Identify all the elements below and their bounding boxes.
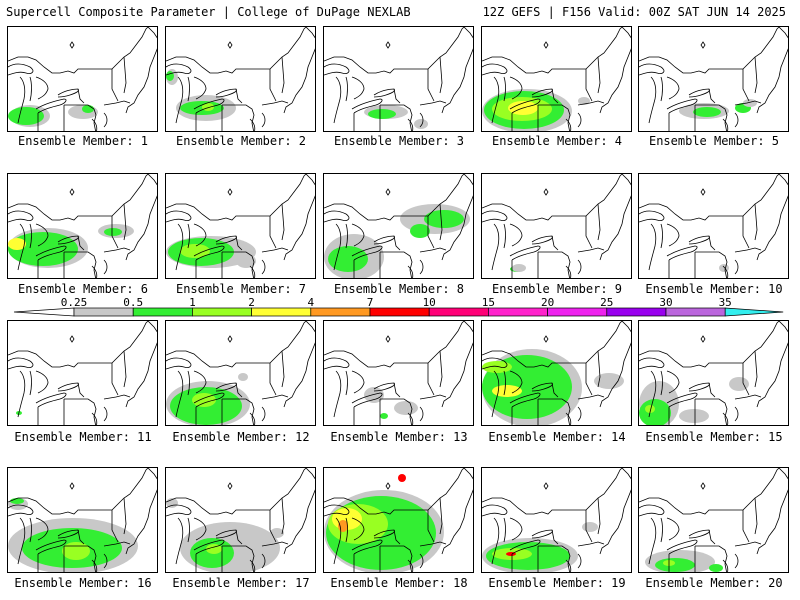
member-label: Ensemble Member: 16 [14, 576, 152, 590]
scp-field-blob [104, 228, 122, 236]
colorbar-segment [428, 307, 489, 317]
member-label: Ensemble Member: 3 [333, 134, 465, 148]
colorbar-right-arrow [724, 307, 784, 317]
member-label: Ensemble Member: 8 [333, 282, 465, 296]
member-label: Ensemble Member: 18 [330, 576, 468, 590]
scp-field-blob [180, 101, 224, 115]
member-label: Ensemble Member: 4 [491, 134, 623, 148]
scp-field-blob [482, 361, 512, 373]
colorbar-left-arrow [13, 307, 75, 317]
scp-field-blob [380, 413, 388, 419]
colorbar-segment [310, 307, 371, 317]
scp-field-blob [180, 244, 210, 258]
ensemble-panel-map [481, 320, 632, 426]
ensemble-panel-map [638, 467, 789, 573]
ensemble-panel-map [7, 320, 158, 426]
scp-field-blob [236, 254, 256, 268]
scp-field-blob [693, 107, 721, 117]
member-label: Ensemble Member: 2 [175, 134, 307, 148]
colorbar-tick-label: 7 [366, 296, 374, 309]
colorbar-segment [192, 307, 252, 317]
scp-field-blob [8, 238, 26, 250]
colorbar-tick-label: 20 [540, 296, 555, 309]
colorbar-tick-label: 0.5 [123, 296, 144, 309]
colorbar-tick-label: 10 [422, 296, 436, 309]
colorbar-segment [73, 307, 134, 317]
member-label: Ensemble Member: 12 [172, 430, 310, 444]
ensemble-panel-map [323, 467, 474, 573]
colorbar-tick-label: 30 [659, 296, 673, 309]
scp-field-blob [414, 119, 428, 129]
scp-field-blob [729, 377, 749, 391]
member-label: Ensemble Member: 9 [491, 282, 623, 296]
ensemble-panel-map [638, 173, 789, 279]
scp-field-blob [206, 544, 222, 554]
scp-field-blob [492, 385, 522, 397]
header-title: Supercell Composite Parameter | College … [6, 5, 411, 19]
ensemble-panel-map [481, 467, 632, 573]
scp-field-blob [394, 401, 418, 415]
member-label: Ensemble Member: 5 [648, 134, 780, 148]
colorbar-segment [251, 307, 312, 317]
member-label: Ensemble Member: 17 [172, 576, 310, 590]
header-valid-time: 12Z GEFS | F156 Valid: 00Z SAT JUN 14 20… [482, 5, 786, 19]
scp-field-blob [410, 224, 430, 238]
member-label: Ensemble Member: 20 [645, 576, 783, 590]
scp-field-blob [238, 373, 248, 381]
member-label: Ensemble Member: 19 [488, 576, 626, 590]
scp-field-blob [398, 474, 406, 482]
scp-field-blob [368, 109, 396, 119]
member-label: Ensemble Member: 6 [17, 282, 149, 296]
scp-field-blob [578, 97, 590, 105]
ensemble-panel-map [7, 26, 158, 132]
scp-field-blob [512, 264, 526, 272]
ensemble-panel-map [481, 173, 632, 279]
member-label: Ensemble Member: 15 [645, 430, 783, 444]
member-label: Ensemble Member: 7 [175, 282, 307, 296]
scp-field-blob [679, 409, 709, 423]
colorbar-tick-label: 4 [307, 296, 315, 309]
colorbar-segment [665, 307, 726, 317]
scp-field-blob [270, 528, 284, 538]
member-label: Ensemble Member: 13 [330, 430, 468, 444]
ensemble-panel-map [165, 467, 316, 573]
member-label: Ensemble Member: 1 [17, 134, 149, 148]
scp-field-blob [8, 107, 44, 125]
colorbar-segment [606, 307, 667, 317]
colorbar-tick-label: 15 [481, 296, 496, 309]
colorbar-segment [547, 307, 608, 317]
ensemble-panel-map [165, 173, 316, 279]
colorbar-segment [369, 307, 430, 317]
scp-field-blob [709, 564, 723, 572]
ensemble-panel-map [7, 173, 158, 279]
member-label: Ensemble Member: 10 [645, 282, 783, 296]
scp-field-blob [62, 542, 90, 560]
ensemble-panel-map [323, 173, 474, 279]
scp-field-blob [424, 210, 464, 228]
ensemble-panel-map [323, 26, 474, 132]
scp-field-blob [645, 405, 655, 413]
colorbar-segment [488, 307, 548, 317]
scp-field-blob [639, 399, 671, 425]
ensemble-panel-map [323, 320, 474, 426]
ensemble-panel-map [481, 26, 632, 132]
ensemble-panel-map [165, 26, 316, 132]
member-label: Ensemble Member: 11 [14, 430, 152, 444]
ensemble-panel-map [638, 26, 789, 132]
colorbar-tick-label: 1 [189, 296, 196, 309]
colorbar-tick-label: 25 [600, 296, 614, 309]
colorbar-segment [132, 307, 193, 317]
colorbar-tick-label: 0.25 [60, 296, 88, 309]
scp-field-blob [594, 373, 624, 389]
colorbar-tick-label: 35 [718, 296, 732, 309]
member-label: Ensemble Member: 14 [488, 430, 626, 444]
ensemble-panel-map [165, 320, 316, 426]
colorbar-tick-label: 2 [248, 296, 255, 309]
ensemble-panel-map [638, 320, 789, 426]
ensemble-panel-map [7, 467, 158, 573]
